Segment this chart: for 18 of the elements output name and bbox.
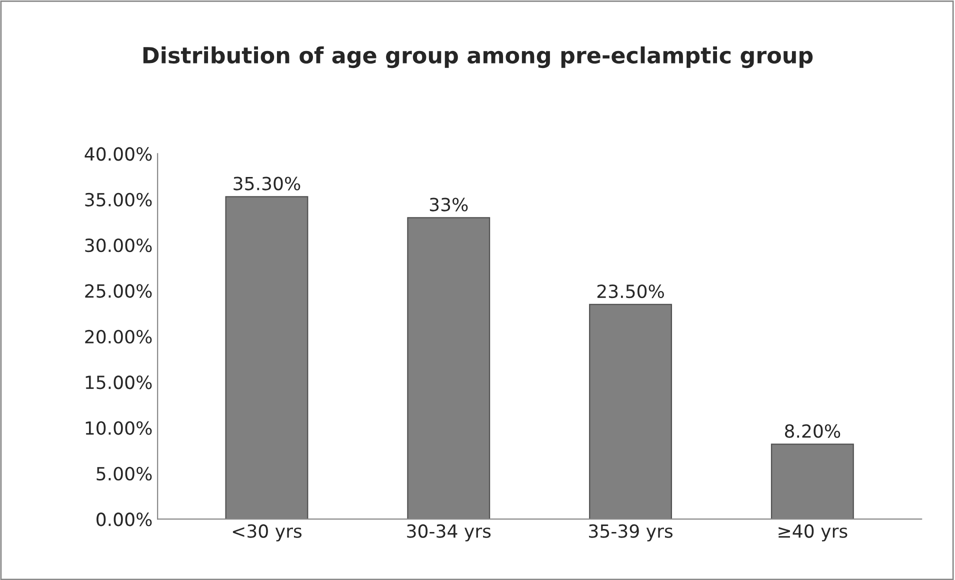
x-tick-label: 35-39 yrs <box>589 524 673 542</box>
x-tick-label: 30-34 yrs <box>407 524 491 542</box>
y-tick-label: 40.00% <box>84 147 152 161</box>
y-tick-label: 25.00% <box>85 284 152 298</box>
x-tick-label: <30 yrs <box>232 524 302 542</box>
data-label: 33% <box>430 198 468 212</box>
data-label: 8.20% <box>784 424 840 438</box>
y-tick-label: 0.00% <box>96 512 152 526</box>
y-tick-label: 15.00% <box>86 376 152 390</box>
y-tick-label: 5.00% <box>96 466 152 481</box>
chart-title: Distribution of age group among pre-eclamptic group <box>143 46 813 68</box>
y-tick-label: 30.00% <box>85 238 152 252</box>
data-label: 23.50% <box>597 284 664 298</box>
x-tick-label: ≥40 yrs <box>778 524 848 542</box>
y-tick-label: 10.00% <box>86 421 152 435</box>
y-tick-label: 20.00% <box>85 330 152 344</box>
data-label: 35.30% <box>234 176 300 190</box>
y-tick-label: 35.00% <box>85 192 152 206</box>
